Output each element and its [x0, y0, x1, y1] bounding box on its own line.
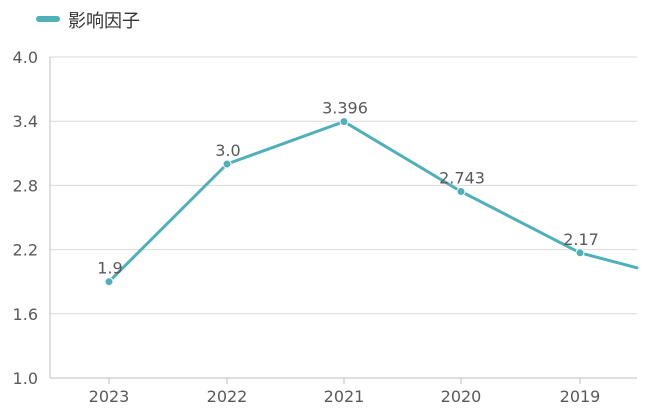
data-label: 2.743: [439, 168, 485, 187]
y-tick-label: 1.6: [13, 305, 38, 324]
data-point: [104, 277, 114, 287]
x-tick-label: 2023: [89, 387, 130, 406]
legend-label: 影响因子: [68, 11, 140, 32]
data-label: 3.0: [215, 141, 240, 160]
x-tick-label: 2019: [560, 387, 601, 406]
data-point: [456, 186, 466, 196]
data-point: [222, 159, 232, 169]
data-label: 3.396: [322, 99, 368, 118]
legend-swatch: [36, 16, 60, 22]
data-label: 1.9: [97, 259, 122, 278]
y-tick-label: 2.2: [13, 241, 38, 260]
y-tick-label: 4.0: [13, 48, 38, 67]
data-point: [339, 117, 349, 127]
x-tick-label: 2020: [441, 387, 482, 406]
data-point: [575, 248, 585, 258]
y-tick-label: 3.4: [13, 112, 38, 131]
y-tick-label: 2.8: [13, 176, 38, 195]
y-tick-label: 1.0: [13, 369, 38, 388]
data-label: 2.17: [563, 230, 599, 249]
series-line: [107, 120, 639, 284]
x-tick-label: 2021: [324, 387, 365, 406]
x-tick-label: 2022: [207, 387, 248, 406]
